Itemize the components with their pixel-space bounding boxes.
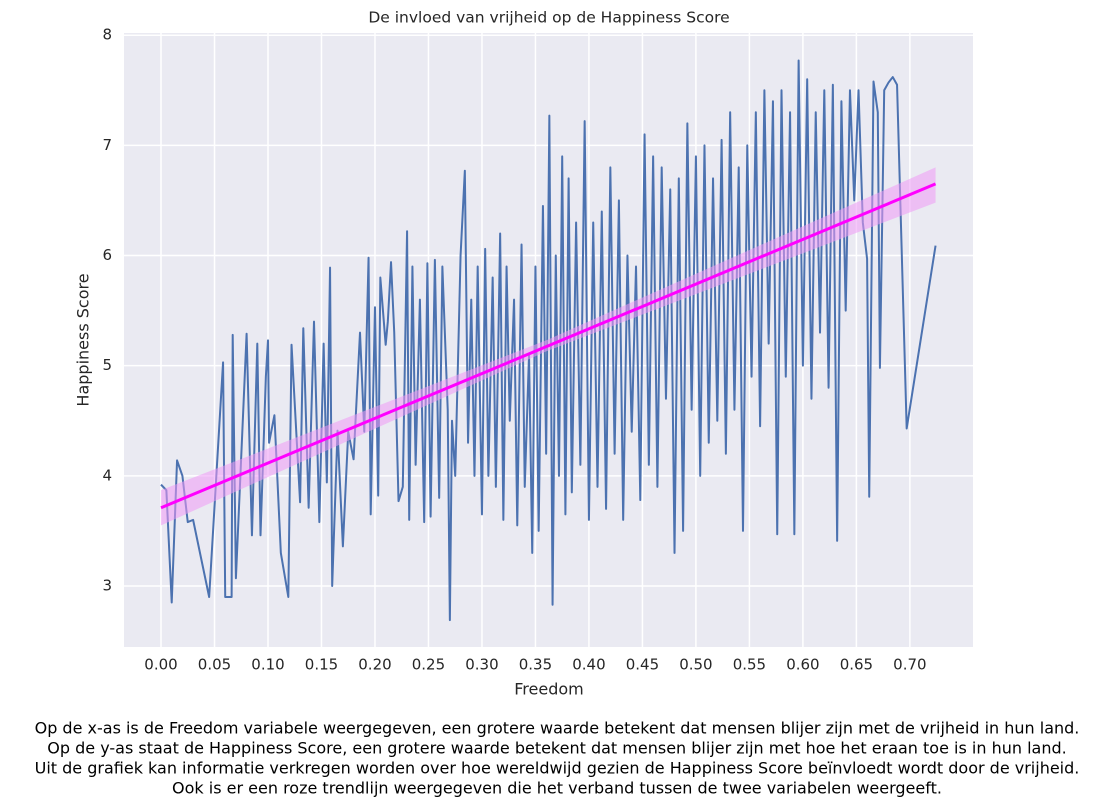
caption: Op de x-as is de Freedom variabele weerg… [35, 719, 1080, 738]
y-tick-label: 8 [102, 26, 112, 44]
caption: Op de y-as staat de Happiness Score, een… [47, 739, 1066, 758]
x-tick-label: 0.60 [786, 656, 819, 674]
x-tick-label: 0.20 [358, 656, 391, 674]
x-tick-label: 0.15 [305, 656, 338, 674]
x-tick-label: 0.50 [679, 656, 712, 674]
x-tick-label: 0.45 [626, 656, 659, 674]
x-axis-label: Freedom [514, 680, 583, 699]
y-tick-label: 7 [102, 136, 112, 154]
x-tick-label: 0.25 [412, 656, 445, 674]
data-line [160, 59, 937, 622]
y-tick-label: 6 [102, 246, 112, 264]
y-tick-label: 3 [102, 576, 112, 594]
y-tick-label: 5 [102, 356, 112, 374]
chart-title: De invloed van vrijheid op de Happiness … [368, 9, 729, 27]
x-tick-label: 0.70 [893, 656, 926, 674]
x-tick-label: 0.10 [251, 656, 284, 674]
y-axis-label: Happiness Score [74, 273, 93, 406]
y-tick-label: 4 [102, 466, 112, 484]
caption: Ook is er een roze trendlijn weergegeven… [172, 779, 942, 798]
caption: Uit de grafiek kan informatie verkregen … [35, 759, 1080, 778]
x-tick-label: 0.40 [572, 656, 605, 674]
x-tick-label: 0.30 [465, 656, 498, 674]
x-tick-label: 0.35 [519, 656, 552, 674]
x-tick-label: 0.05 [198, 656, 231, 674]
x-tick-label: 0.65 [840, 656, 873, 674]
x-tick-label: 0.55 [733, 656, 766, 674]
trend-line [160, 182, 937, 510]
x-tick-label: 0.00 [144, 656, 177, 674]
